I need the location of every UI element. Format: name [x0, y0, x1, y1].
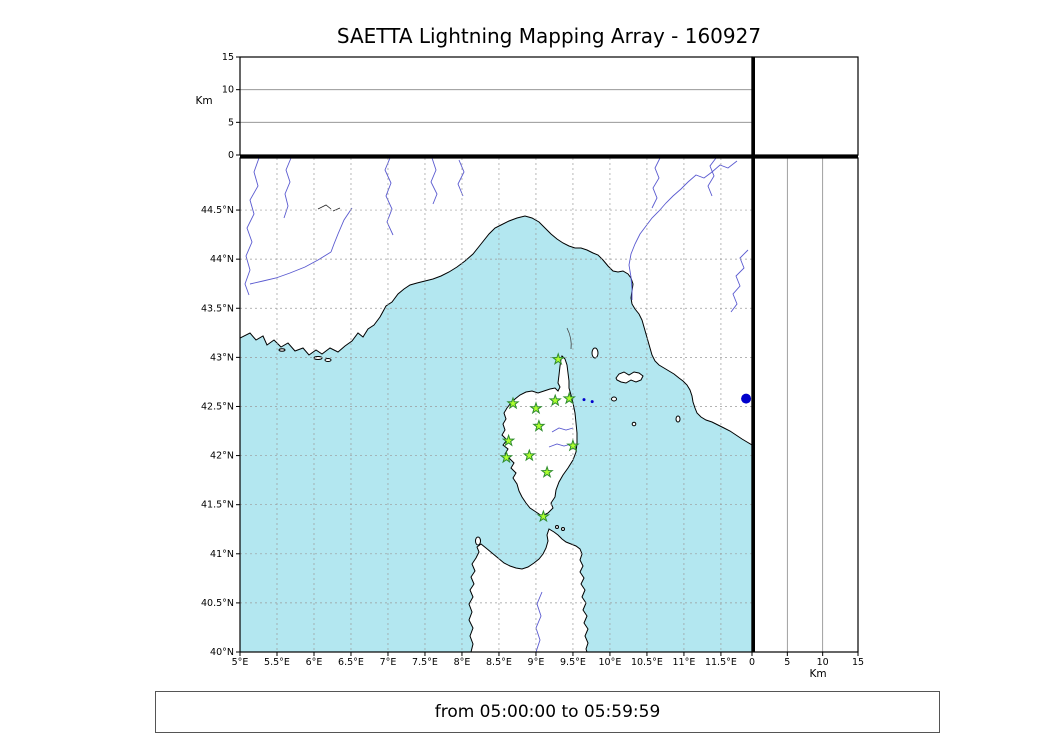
station-markers [499, 352, 580, 523]
station-marker [501, 433, 516, 447]
river-arno [628, 160, 738, 300]
lon-tick-label: 8.5°E [486, 657, 512, 668]
top-km-label: Km [195, 95, 212, 107]
right-km-label: Km [809, 668, 826, 680]
latitude-axis: 40°N 40.5°N 41°N 41.5°N 42°N 42.5°N 43°N 43.5°N… [201, 205, 240, 658]
alt-lon-axis: 0 5 10 15 [222, 52, 752, 161]
river-alps-2 [457, 159, 465, 197]
lat-tick-label: 42°N [210, 451, 234, 462]
lat-tick-label: 40.5°N [201, 598, 234, 609]
maddalena-islet-2 [561, 527, 565, 531]
lat-tick-label: 43.5°N [201, 303, 234, 314]
maddalena-islet-1 [555, 525, 559, 529]
port-cros-island [324, 358, 332, 362]
alt-tick-label-bottom: 5 [784, 657, 790, 668]
elba-island [615, 371, 644, 384]
lon-tick-label: 11°E [673, 657, 696, 668]
lon-tick-label: 9.5°E [560, 657, 586, 668]
plot-title: SAETTA Lightning Mapping Array - 160927 [336, 24, 762, 48]
alt-tick-label-bottom: 15 [852, 657, 864, 668]
montecristo-island [631, 421, 637, 427]
corsica-island [501, 355, 578, 517]
alt-tick-label-left: 0 [228, 150, 234, 161]
source-dot [582, 398, 586, 402]
lake-marks [317, 204, 341, 212]
river-durance [249, 251, 332, 285]
map-panel [240, 158, 752, 652]
lat-tick-label: 40°N [210, 647, 234, 658]
station-marker [522, 448, 536, 462]
lon-tick-label: 8°E [454, 657, 471, 668]
river-sardinia [535, 591, 543, 652]
source-dots [582, 393, 752, 404]
porquerolles-island [313, 356, 323, 360]
station-marker [536, 509, 551, 523]
giglio-island [675, 415, 681, 423]
station-marker [551, 352, 565, 366]
river-var [384, 158, 394, 236]
station-marker [506, 396, 520, 410]
time-range-text: from 05:00:00 to 05:59:59 [434, 702, 661, 722]
station-marker [540, 465, 554, 478]
frioul-island [278, 348, 286, 352]
source-dot [590, 400, 594, 404]
lon-tick-label: 7°E [380, 657, 397, 668]
longitude-axis: 5°E 5.5°E 6°E 6.5°E 7°E 7.5°E 8°E 8.5°E 9°E 9.5°E… [232, 652, 737, 668]
river-rhone [244, 158, 260, 296]
alt-lat-axis: 0 5 10 15 [749, 158, 864, 668]
station-marker [566, 438, 580, 452]
river-serchio [651, 158, 661, 209]
lat-tick-label: 41°N [210, 549, 234, 560]
asinara-island [475, 536, 481, 546]
alt-tick-label-left: 10 [222, 85, 234, 96]
station-marker [562, 391, 576, 405]
lon-tick-label: 9°E [528, 657, 545, 668]
lat-tick-label: 42.5°N [201, 401, 234, 412]
capraia-island [591, 347, 599, 359]
pianosa-island [611, 396, 617, 402]
alt-lat-panel-border [751, 157, 859, 653]
lat-tick-label: 43°N [210, 352, 234, 363]
alt-tick-label-bottom: 0 [749, 657, 755, 668]
station-marker [548, 393, 562, 407]
river-golo [551, 427, 574, 433]
lon-tick-label: 11.5°E [705, 657, 737, 668]
lon-tick-label: 6°E [306, 657, 323, 668]
alt-tick-label-left: 5 [228, 117, 234, 128]
station-marker [532, 419, 546, 432]
alt-lon-panel-border [239, 56, 753, 156]
river-tributary-left [283, 158, 292, 219]
mediterranean-sea [240, 215, 752, 652]
alt-tick-label-left: 15 [222, 52, 234, 63]
river-apennine [707, 158, 717, 197]
lon-tick-label: 10°E [599, 657, 622, 668]
rivers [244, 158, 749, 652]
coast-detail-arc [566, 327, 572, 350]
river-durance-upper [330, 207, 353, 253]
time-range-box: from 05:00:00 to 05:59:59 [155, 691, 940, 733]
source-dot [741, 393, 752, 404]
lon-tick-label: 6.5°E [338, 657, 364, 668]
lon-tick-label: 7.5°E [412, 657, 438, 668]
lon-tick-label: 10.5°E [631, 657, 663, 668]
lat-tick-label: 41.5°N [201, 500, 234, 511]
river-tavignano [548, 443, 572, 448]
lat-tick-label: 44.5°N [201, 205, 234, 216]
station-marker [529, 401, 543, 415]
river-alps-1 [430, 158, 438, 205]
lon-tick-label: 5.5°E [264, 657, 290, 668]
corner-panel-border [751, 56, 859, 156]
station-marker [499, 450, 514, 464]
river-tiber-upper [730, 249, 749, 313]
lat-tick-label: 44°N [210, 254, 234, 265]
lon-tick-label: 5°E [232, 657, 249, 668]
alt-tick-label-bottom: 10 [817, 657, 829, 668]
